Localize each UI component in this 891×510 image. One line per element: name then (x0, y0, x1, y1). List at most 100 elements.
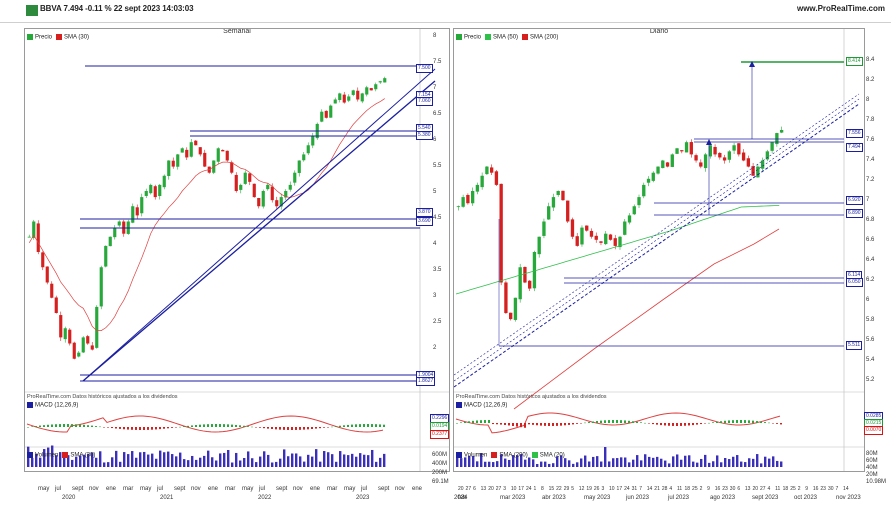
weekly-volume-bar (67, 455, 70, 467)
weekly-macd-bar (327, 427, 329, 428)
daily-candle (661, 160, 665, 169)
daily-volume-bar (480, 453, 483, 467)
weekly-y-tick: 5 (433, 189, 437, 195)
daily-candle (599, 241, 603, 243)
daily-y-tick: 7.2 (866, 177, 875, 183)
daily-macd-bar (544, 423, 546, 426)
weekly-y-tick: 3 (433, 293, 437, 299)
weekly-legend: Precio SMA (30) (27, 34, 89, 41)
weekly-month-tick: mar (327, 486, 338, 492)
daily-month-tick: oct 2023 (794, 495, 818, 501)
weekly-chart-panel[interactable]: Semanal Precio SMA (30) ProRealTime.com … (24, 28, 450, 472)
weekly-volume-bar (231, 462, 234, 467)
weekly-macd-bar (243, 425, 245, 427)
daily-volume-tick: 40M (866, 465, 878, 471)
prorealtime-logo-icon (26, 5, 38, 16)
daily-candle (461, 197, 465, 207)
weekly-volume-bar (55, 455, 58, 467)
weekly-year-tick: 2020 (62, 495, 76, 501)
daily-macd-bar (720, 421, 722, 423)
daily-macd-bar (716, 421, 718, 423)
daily-candle (470, 191, 475, 204)
weekly-volume-bar (283, 449, 286, 467)
weekly-volume-bar (91, 452, 94, 467)
weekly-candle (108, 236, 112, 247)
weekly-y-tick: 7 (433, 85, 437, 91)
weekly-candle (333, 99, 337, 104)
weekly-macd-value: 0.2377 (430, 430, 450, 439)
weekly-price-chart[interactable] (25, 29, 449, 471)
weekly-candle (293, 172, 297, 183)
daily-macd-bar (608, 420, 610, 423)
daily-volume-bar (648, 456, 651, 467)
weekly-volume-bar (119, 461, 122, 467)
daily-day-tick: 13 (480, 486, 487, 492)
weekly-volume-bar (371, 449, 374, 467)
daily-day-tick: 23 (820, 486, 826, 492)
weekly-price-tag: 3.870 (416, 208, 433, 217)
weekly-volume-bar (63, 452, 66, 467)
weekly-volume-tick: 400M (432, 461, 448, 467)
weekly-candle (324, 110, 328, 118)
weekly-volume-bar (359, 453, 362, 467)
daily-macd-bar (592, 421, 594, 423)
daily-candle (494, 171, 499, 185)
daily-macd-bar (524, 423, 526, 428)
daily-volume-bar (560, 455, 563, 467)
daily-volume-bar (748, 458, 751, 467)
daily-volume-tick: 60M (866, 458, 878, 464)
daily-volume-bar (524, 459, 527, 467)
weekly-volume-bar (115, 450, 118, 467)
weekly-candle (378, 81, 382, 83)
weekly-macd-bar (383, 424, 385, 427)
daily-macd-bar (500, 423, 502, 425)
weekly-y-tick: 7.5 (433, 59, 442, 65)
weekly-macd-bar (51, 424, 53, 427)
weekly-macd-bar (67, 424, 69, 427)
daily-volume-bar (584, 455, 587, 467)
daily-macd-bar (656, 423, 658, 425)
weekly-candle (99, 267, 103, 307)
daily-chart-panel[interactable]: Diario Precio SMA (50) SMA (200) ProReal… (453, 28, 865, 472)
weekly-y-tick: 5.5 (433, 163, 442, 169)
weekly-volume-bar (159, 450, 162, 467)
daily-price-tag: 6.920 (846, 196, 863, 205)
daily-day-tick: 15 (548, 486, 555, 492)
daily-macd-bar (516, 423, 518, 427)
ticker-summary: BBVA 7.494 -0.11 % 22 sept 2023 14:03:03 (40, 4, 194, 13)
daily-volume-bar (608, 461, 611, 467)
daily-volume-bar (764, 456, 767, 467)
daily-candle (642, 184, 646, 197)
daily-macd-bar (648, 423, 650, 424)
daily-macd-bar (644, 422, 646, 424)
weekly-macd-bar (247, 426, 249, 427)
weekly-volume-bar (123, 452, 126, 467)
daily-price-chart[interactable] (454, 29, 864, 471)
weekly-candle (86, 336, 90, 344)
daily-price-tag: 7.494 (846, 143, 863, 152)
daily-price-tag: 8.414 (846, 57, 863, 66)
weekly-candle (338, 93, 342, 101)
weekly-candle (270, 186, 274, 201)
daily-macd-bar (600, 420, 602, 423)
site-link[interactable]: www.ProRealTime.com (796, 4, 885, 13)
weekly-volume-bar (163, 452, 166, 467)
weekly-price-tag: 7.060 (416, 97, 433, 106)
daily-candle (656, 166, 660, 174)
weekly-year-tick: 2024 (454, 495, 468, 501)
weekly-candle (198, 147, 202, 155)
daily-volume-bar (664, 460, 667, 467)
weekly-macd-bar (167, 427, 169, 429)
daily-macd-bar (604, 420, 606, 423)
weekly-macd-bar (227, 424, 229, 427)
weekly-macd-bar (371, 424, 373, 427)
weekly-volume-bar (355, 456, 358, 467)
daily-candle (746, 158, 751, 167)
daily-macd-bar (668, 423, 670, 426)
daily-macd-bar (536, 423, 538, 426)
daily-candle (456, 206, 461, 208)
weekly-macd-bar (115, 427, 117, 429)
weekly-macd-bar (75, 424, 77, 427)
weekly-macd-bar (283, 427, 285, 430)
weekly-macd-bar (43, 425, 45, 427)
